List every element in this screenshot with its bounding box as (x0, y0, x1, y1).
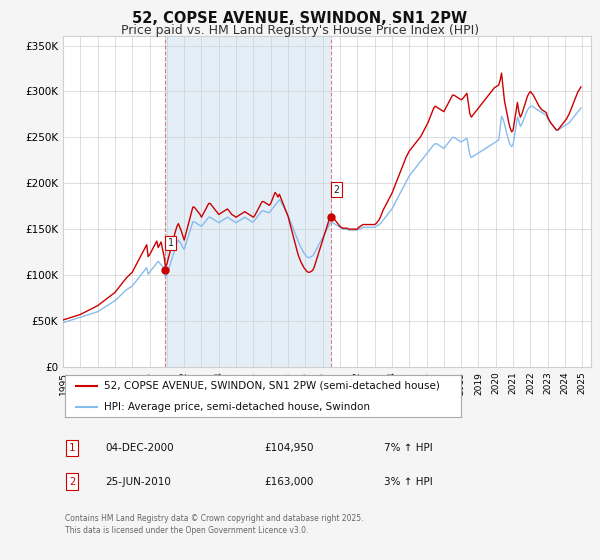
Text: HPI: Average price, semi-detached house, Swindon: HPI: Average price, semi-detached house,… (104, 402, 370, 412)
Text: Price paid vs. HM Land Registry's House Price Index (HPI): Price paid vs. HM Land Registry's House … (121, 24, 479, 37)
Text: 04-DEC-2000: 04-DEC-2000 (105, 443, 173, 453)
Text: £104,950: £104,950 (264, 443, 314, 453)
Text: £163,000: £163,000 (264, 477, 313, 487)
Text: 1: 1 (69, 443, 75, 453)
Text: Contains HM Land Registry data © Crown copyright and database right 2025.
This d: Contains HM Land Registry data © Crown c… (65, 514, 364, 535)
Text: 2: 2 (333, 185, 339, 195)
Text: 7% ↑ HPI: 7% ↑ HPI (384, 443, 433, 453)
Text: 52, COPSE AVENUE, SWINDON, SN1 2PW: 52, COPSE AVENUE, SWINDON, SN1 2PW (133, 11, 467, 26)
Text: 3% ↑ HPI: 3% ↑ HPI (384, 477, 433, 487)
Text: 52, COPSE AVENUE, SWINDON, SN1 2PW (semi-detached house): 52, COPSE AVENUE, SWINDON, SN1 2PW (semi… (104, 381, 440, 391)
Text: 1: 1 (168, 238, 173, 248)
Text: 2: 2 (69, 477, 75, 487)
Bar (166, 36, 331, 367)
Text: 25-JUN-2010: 25-JUN-2010 (105, 477, 171, 487)
